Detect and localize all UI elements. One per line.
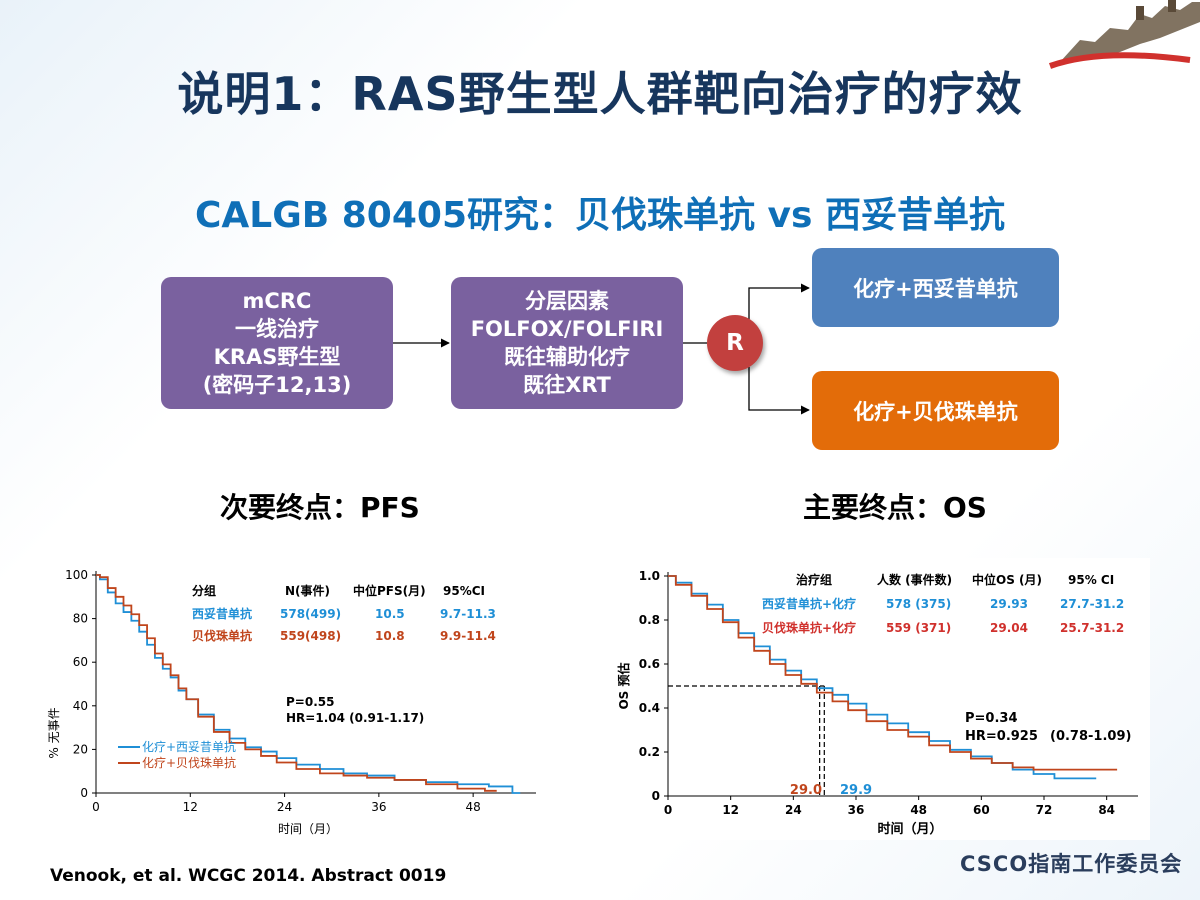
x-tick-label: 48: [466, 800, 481, 814]
pfs-row-bevacizumab: 9.9-11.4: [440, 629, 496, 643]
x-tick-label: 24: [277, 800, 292, 814]
pfs-table-header: 分组: [192, 583, 216, 598]
os-row-bevacizumab: 559 (371): [886, 621, 951, 635]
pfs-table-header: 95%CI: [443, 584, 485, 598]
population-line: (密码子12,13): [202, 373, 352, 397]
footer-organization: CSCO指南工作委员会: [960, 852, 1183, 876]
os-median-label-cetuximab: 29.9: [840, 783, 872, 798]
x-tick-label: 60: [973, 803, 990, 817]
os-row-cetuximab: 29.93: [990, 597, 1028, 611]
pfs-table-header: 中位PFS(月): [353, 583, 426, 598]
os-median-label-bevacizumab: 29.0: [790, 783, 822, 798]
series-line-2: [96, 574, 497, 792]
os-chart: 0 12 24 36 48 60 72 84 0 0.2 0.4 0.6 0.8 1.0 OS 预估 时间…: [616, 569, 1138, 837]
arm-cetuximab-box: 化疗+西妥昔单抗: [812, 248, 1059, 327]
x-tick-label: 0: [664, 803, 672, 817]
pfs-ylabel: % 无事件: [47, 707, 61, 758]
arrow-to-arm1: [748, 283, 810, 321]
y-tick-label: 0.8: [639, 613, 660, 627]
os-xlabel: 时间（月）: [877, 821, 942, 837]
os-table-header: 人数 (事件数): [877, 572, 952, 587]
csco-logo-icon: [1048, 0, 1200, 69]
x-tick-label: 72: [1036, 803, 1053, 817]
population-line: 一线治疗: [235, 317, 319, 341]
stratification-line: 既往辅助化疗: [504, 345, 630, 369]
os-ylabel: OS 预估: [616, 662, 631, 709]
os-hazard-ci: (0.78-1.09): [1050, 729, 1131, 744]
stratification-box: 分层因素 FOLFOX/FOLFIRI 既往辅助化疗 既往XRT: [451, 277, 683, 409]
y-tick-label: 40: [73, 699, 88, 713]
os-table-header: 中位OS (月): [972, 572, 1042, 587]
stratification-line: 既往XRT: [523, 373, 611, 397]
y-tick-label: 0.6: [639, 657, 660, 671]
x-tick-label: 36: [848, 803, 865, 817]
x-tick-label: 0: [92, 800, 100, 814]
pfs-row-bevacizumab: 贝伐珠单抗: [192, 628, 252, 643]
x-tick-label: 36: [371, 800, 386, 814]
series-line-1: [668, 575, 1097, 780]
x-tick-label: 12: [722, 803, 739, 817]
series-line-2: [668, 575, 1118, 771]
pfs-chart-panel: 0 12 24 36 48 0 20 40 60 80 100 % 无事件 时间（月） 分组 N(事…: [40, 558, 560, 840]
population-box: mCRC 一线治疗 KRAS野生型 (密码子12,13): [161, 277, 393, 409]
y-tick-label: 80: [73, 612, 88, 626]
pfs-p-value: P=0.55: [286, 695, 334, 709]
pfs-legend-cetuximab: 化疗+西妥昔单抗: [142, 739, 236, 754]
y-tick-label: 0: [80, 786, 88, 800]
os-row-cetuximab: 西妥昔单抗+化疗: [762, 596, 856, 611]
os-p-value: P=0.34: [965, 711, 1018, 726]
arm-bevacizumab-box: 化疗+贝伐珠单抗: [812, 371, 1059, 450]
y-tick-label: 0.2: [639, 745, 660, 759]
y-tick-label: 0.4: [639, 701, 660, 715]
os-table-header: 治疗组: [796, 572, 832, 587]
randomize-circle: R: [707, 315, 763, 371]
pfs-chart: 0 12 24 36 48 0 20 40 60 80 100 % 无事件 时间（月） 分组 N(事…: [47, 568, 536, 836]
x-tick-label: 48: [910, 803, 927, 817]
y-tick-label: 1.0: [639, 569, 660, 583]
pfs-legend-bevacizumab: 化疗+贝伐珠单抗: [142, 755, 236, 770]
slide-subtitle: CALGB 80405研究：贝伐珠单抗 vs 西妥昔单抗: [195, 195, 1005, 236]
population-line: mCRC: [242, 289, 312, 313]
os-row-bevacizumab: 25.7-31.2: [1060, 621, 1124, 635]
pfs-row-bevacizumab: 559(498): [280, 629, 341, 643]
stratification-line: 分层因素: [525, 289, 609, 313]
population-line: KRAS野生型: [213, 345, 341, 369]
pfs-row-bevacizumab: 10.8: [375, 629, 405, 643]
y-tick-label: 100: [65, 568, 88, 582]
pfs-row-cetuximab: 10.5: [375, 607, 405, 621]
arrow-to-arm2: [748, 367, 810, 415]
pfs-row-cetuximab: 9.7-11.3: [440, 607, 496, 621]
slide-title: 说明1：RAS野生型人群靶向治疗的疗效: [177, 67, 1023, 121]
y-tick-label: 60: [73, 655, 88, 669]
os-row-bevacizumab: 29.04: [990, 621, 1028, 635]
citation: Venook, et al. WCGC 2014. Abstract 0019: [50, 866, 447, 886]
os-heading: 主要终点：OS: [803, 491, 987, 524]
stratification-line: FOLFOX/FOLFIRI: [470, 317, 664, 341]
os-table-header: 95% CI: [1068, 573, 1114, 587]
x-tick-label: 24: [785, 803, 802, 817]
x-tick-label: 12: [183, 800, 198, 814]
pfs-xlabel: 时间（月）: [278, 822, 338, 836]
os-row-cetuximab: 27.7-31.2: [1060, 597, 1124, 611]
pfs-table-header: N(事件): [285, 583, 330, 598]
pfs-heading: 次要终点：PFS: [220, 491, 420, 524]
os-chart-panel: 0 12 24 36 48 60 72 84 0 0.2 0.4 0.6 0.8 1.0 OS 预估 时间…: [610, 558, 1150, 840]
x-tick-label: 84: [1098, 803, 1115, 817]
pfs-row-cetuximab: 578(499): [280, 607, 341, 621]
os-row-cetuximab: 578 (375): [886, 597, 951, 611]
pfs-hazard-ratio: HR=1.04 (0.91-1.17): [286, 711, 424, 725]
pfs-row-cetuximab: 西妥昔单抗: [192, 606, 252, 621]
os-row-bevacizumab: 贝伐珠单抗+化疗: [762, 620, 856, 635]
y-tick-label: 20: [73, 742, 88, 756]
os-hazard-ratio: HR=0.925: [965, 729, 1038, 744]
y-tick-label: 0: [652, 789, 660, 803]
